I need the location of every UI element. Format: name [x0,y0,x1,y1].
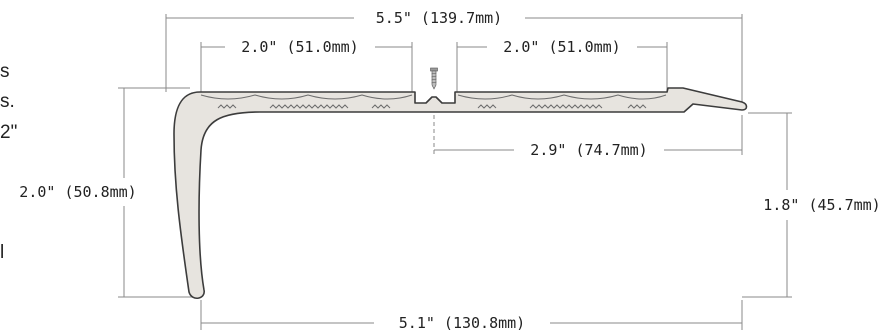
nosing-profile [173,87,748,299]
screw-icon [430,67,438,90]
serration-6 [627,104,647,109]
serration-3 [371,104,391,109]
cropped-text-line-3: 2" [0,122,18,143]
serration-1 [217,104,237,109]
cropped-text-line-4: l [0,242,5,263]
grip-serrations [217,104,647,109]
label-tread-left: 2.0" (51.0mm) [241,38,358,56]
label-back-height: 1.8" (45.7mm) [763,196,880,214]
serration-4 [477,104,497,109]
serration-2 [269,104,349,109]
label-nose-height: 2.0" (50.8mm) [19,183,136,201]
label-bottom-width: 5.1" (130.8mm) [399,314,525,331]
label-screw-to-edge: 2.9" (74.7mm) [530,141,647,159]
dimension-lines [118,14,792,330]
ridge-right [457,94,667,100]
label-tread-right: 2.0" (51.0mm) [503,38,620,56]
cropped-text-line-2: s. [0,91,15,112]
ridge-left [200,94,413,100]
label-overall-width: 5.5" (139.7mm) [376,9,502,27]
cropped-text-line-1: s [0,61,10,82]
serration-5 [529,104,603,109]
tread-ridges [200,94,667,100]
